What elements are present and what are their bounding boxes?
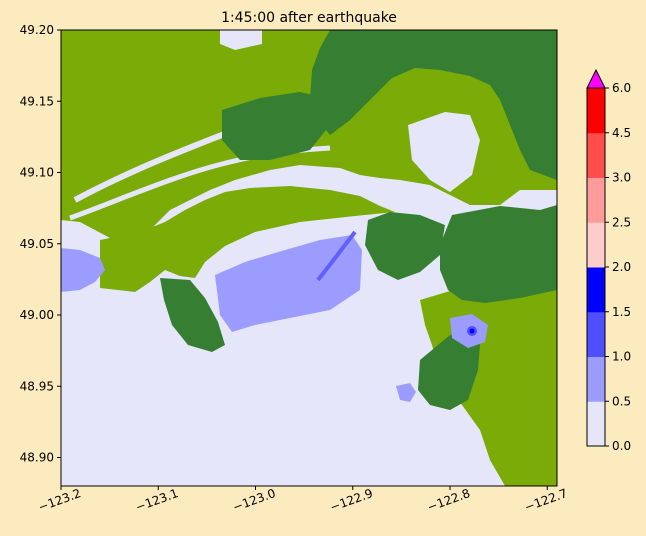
y-tick-label: 49.05 (20, 237, 54, 251)
colorbar: 0.0 0.5 1.0 1.5 2.0 2.5 3.0 4.5 6.0 (586, 68, 631, 453)
y-tick-label: 48.90 (20, 451, 54, 465)
x-tick-label: −123.0 (231, 486, 278, 514)
y-axis: 48.90 48.95 49.00 49.05 49.10 49.15 49.20 (20, 23, 61, 465)
highland-central (222, 92, 330, 160)
colorbar-extend-triangle (586, 68, 606, 89)
colorbar-tick-label: 3.0 (612, 171, 631, 185)
highland-south (418, 330, 480, 410)
y-tick-label: 49.10 (20, 166, 54, 180)
x-tick-label: −122.9 (328, 486, 375, 514)
inundation-west (61, 248, 105, 292)
highland-southeast (440, 205, 557, 303)
x-tick-label: −122.8 (425, 486, 472, 514)
y-tick-label: 49.20 (20, 23, 54, 37)
colorbar-tick-label: 4.5 (612, 126, 631, 140)
highland-tsawwassen (365, 212, 445, 280)
colorbar-segment (587, 177, 605, 223)
inundation-deepest-spot (469, 328, 475, 334)
colorbar-segment (587, 311, 605, 357)
colorbar-segment (587, 88, 605, 134)
highland-point-roberts (160, 278, 225, 352)
colorbar-tick-label: 1.0 (612, 350, 631, 364)
colorbar-segment (587, 401, 605, 447)
colorbar-tick-label: 2.5 (612, 215, 631, 229)
x-tick-label: −122.7 (523, 486, 570, 514)
y-tick-label: 49.15 (20, 94, 54, 108)
colorbar-segment (587, 132, 605, 178)
colorbar-segment (587, 356, 605, 402)
highland-east (310, 30, 557, 180)
inundation-bay (215, 235, 362, 332)
lowland-delta-arm (100, 186, 395, 292)
colorbar-segment (587, 267, 605, 313)
map-plot-area (61, 30, 557, 486)
inundation-channel (316, 230, 357, 282)
x-tick-label: −123.1 (134, 486, 181, 514)
north-shore-water (220, 30, 262, 50)
colorbar-tick-label: 6.0 (612, 81, 631, 95)
inundation-small (396, 383, 416, 402)
plot-frame (60, 29, 558, 487)
y-tick-label: 49.00 (20, 308, 54, 322)
colorbar-tick-label: 0.0 (612, 439, 631, 453)
colorbar-tick-label: 1.5 (612, 305, 631, 319)
colorbar-segment (587, 222, 605, 268)
colorbar-tick-label: 0.5 (612, 394, 631, 408)
x-tick-label: −123.2 (36, 486, 83, 514)
boundary-bay-water (408, 112, 480, 192)
x-axis: −123.2 −123.1 −123.0 −122.9 −122.8 −122.7 (36, 486, 569, 514)
chart-title: 1:45:00 after earthquake (221, 10, 397, 26)
y-tick-label: 48.95 (20, 379, 54, 393)
colorbar-tick-label: 2.0 (612, 260, 631, 274)
